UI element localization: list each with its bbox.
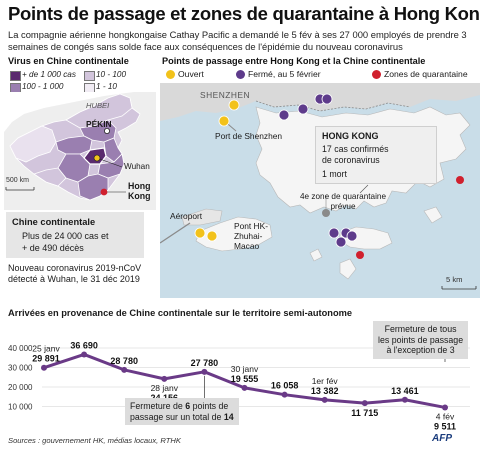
quarantine-legend-icon (372, 70, 381, 79)
hk-box-line2: de coronavirus (322, 155, 380, 165)
data-point (121, 366, 128, 373)
legend-swatch-10-100 (84, 71, 95, 81)
quarantine-zone-icon (356, 251, 364, 259)
legend-label-100-1000: 100 - 1 000 (22, 82, 64, 91)
page-subtitle: La compagnie aérienne hongkongaise Catha… (8, 29, 467, 52)
wuhan-label: Wuhan (124, 162, 150, 171)
arrivals-heading: Arrivées en provenance de Chine continen… (8, 308, 353, 318)
closed-crossing-icon (335, 236, 347, 248)
china-legend: + de 1 000 cas 10 - 100 100 - 1 000 1 - … (8, 69, 156, 93)
date-label: 4 fév (436, 411, 455, 421)
data-point (361, 400, 368, 407)
closed-crossing-legend-icon (236, 70, 245, 79)
legend-swatch-1000 (10, 71, 21, 81)
closed-crossing-icon (321, 93, 333, 105)
data-point (241, 384, 248, 391)
legend-closed-label: Fermé, au 5 février (248, 69, 321, 79)
wuhan-marker-icon (93, 154, 101, 162)
closed-crossing-icon (297, 103, 309, 115)
hong-kong-marker-icon (100, 188, 108, 196)
date-label: 30 janv (231, 364, 259, 374)
data-point (321, 396, 328, 403)
data-point (442, 404, 448, 411)
data-value-label: 27 780 (191, 358, 219, 368)
airport-label: Aéroport (170, 211, 203, 221)
y-tick-label: 10 000 (8, 403, 33, 412)
hong-kong-map (160, 83, 480, 298)
note-all-crossings-closed: Fermeture de tous les points de passage … (373, 321, 469, 359)
note-six-crossings-closed: Fermeture de 6 points de passage sur un … (125, 398, 239, 425)
hk-scale-label: 5 km (446, 275, 463, 284)
data-value-label: 13 461 (391, 386, 419, 396)
legend-quarantine-label: Zones de quarantaine (384, 69, 468, 79)
y-tick-label: 30 000 (8, 364, 33, 373)
virus-note-line2: détecté à Wuhan, le 31 déc 2019 (8, 274, 140, 284)
legend-open-label: Ouvert (178, 69, 204, 79)
data-value-label: 28 780 (110, 356, 138, 366)
date-label: 1er fév (312, 376, 339, 386)
legend-label-1-10: 1 - 10 (96, 82, 117, 91)
source-credit: Sources : gouvernement HK, médias locaux… (8, 436, 181, 445)
virus-note-line1: Nouveau coronavirus 2019-nCoV (8, 263, 142, 273)
hk-map-heading: Points de passage entre Hong Kong et la … (162, 56, 426, 66)
data-point (281, 391, 288, 398)
hong-kong-label: Hong Kong (128, 181, 151, 201)
y-tick-label: 40 000 (8, 344, 33, 353)
china-map (4, 92, 156, 210)
data-point (81, 351, 88, 358)
data-value-label: 9 511 (434, 421, 456, 431)
china-summary-line1: Plus de 24 000 cas et (22, 231, 109, 241)
hk-box-title: HONG KONG (322, 131, 379, 141)
virus-note: Nouveau coronavirus 2019-nCoV détecté à … (8, 263, 141, 285)
planned-quarantine-label: 4e zone de quarantaine prévue (300, 192, 387, 211)
data-point (201, 368, 208, 375)
data-value-label: 13 382 (311, 386, 339, 396)
data-value-label: 19 555 (231, 374, 259, 384)
legend-label-1000: + de 1 000 cas (22, 70, 76, 79)
china-map-heading: Virus en Chine continentale (8, 56, 129, 66)
open-crossing-shenzhen-port-icon (228, 99, 240, 111)
china-summary-line2: + de 490 décès (22, 243, 84, 253)
hk-box-line3: 1 mort (322, 169, 347, 179)
china-summary-box: Chine continentale Plus de 24 000 cas et… (6, 212, 144, 258)
china-summary-title: Chine continentale (12, 217, 96, 227)
data-point (401, 396, 408, 403)
data-point (41, 364, 47, 371)
hubei-label: HUBEI (86, 101, 110, 110)
legend-label-10-100: 10 - 100 (96, 70, 127, 79)
closed-crossing-icon (328, 227, 340, 239)
beijing-label: PÉKIN (86, 119, 112, 129)
open-crossing-airport-icon (194, 227, 206, 239)
open-crossing-bridge-icon (206, 230, 218, 242)
date-label: 28 janv (151, 383, 179, 393)
shenzhen-label: SHENZHEN (200, 90, 251, 100)
hk-box-line1: 17 cas confirmés (322, 144, 389, 154)
bridge-label: Pont HK- Zhuhai- Macao (234, 221, 268, 251)
beijing-marker-icon (104, 128, 111, 135)
data-point (161, 375, 168, 382)
data-value-label: 29 891 (32, 354, 60, 364)
open-crossing-legend-icon (166, 70, 175, 79)
data-value-label: 11 715 (351, 408, 378, 418)
quarantine-zone-icon (456, 176, 464, 184)
china-scale-label: 500 km (6, 177, 29, 184)
closed-crossing-icon (346, 230, 358, 242)
data-value-label: 36 690 (70, 340, 98, 350)
data-value-label: 24 156 (151, 393, 179, 403)
page-title: Points de passage et zones de quarantain… (8, 3, 480, 24)
port-shenzhen-label: Port de Shenzhen (215, 131, 283, 141)
closed-crossing-icon (278, 109, 290, 121)
data-value-label: 16 058 (271, 381, 299, 391)
open-crossing-shenzhen-bay-icon (218, 115, 230, 127)
hong-kong-info-box: HONG KONG 17 cas confirmés de coronaviru… (315, 126, 437, 184)
afp-logo: AFP (432, 433, 452, 444)
y-tick-label: 20 000 (8, 383, 33, 392)
date-label: 25 janv (32, 344, 60, 354)
hk-legend: Ouvert Fermé, au 5 février Zones de quar… (162, 68, 477, 82)
